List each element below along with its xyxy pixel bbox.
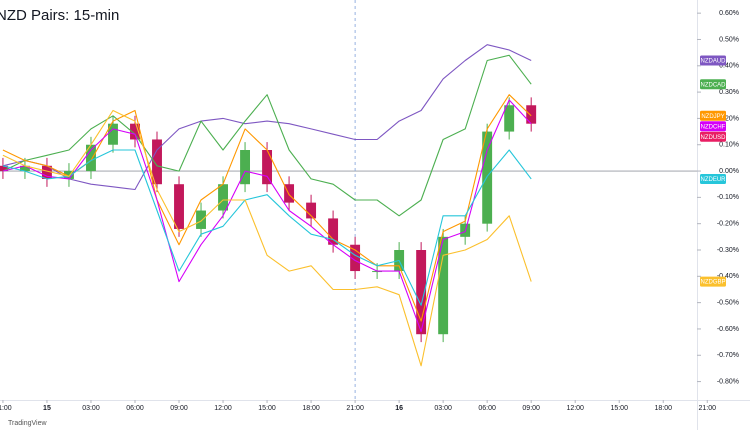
y-tick-label: 0.20% — [719, 115, 739, 122]
legend-label: NZDJPY — [701, 114, 724, 120]
candle-body — [196, 210, 206, 229]
y-tick-label: -0.20% — [717, 221, 739, 228]
candle-body — [240, 150, 251, 185]
series-line — [2, 149, 532, 306]
y-tick-label: 0.30% — [719, 89, 739, 96]
legend-tag — [700, 110, 726, 121]
x-tick-label: 09:00 — [522, 405, 540, 412]
series-line — [2, 99, 532, 333]
series-line — [2, 44, 532, 191]
legend-tag — [700, 276, 726, 287]
y-tick-label: -0.80% — [717, 378, 739, 385]
legend-label: NZDAUD — [701, 59, 727, 65]
y-tick-label: -0.30% — [717, 247, 739, 254]
y-tick-label: 0.50% — [719, 36, 739, 43]
candle-body — [19, 165, 30, 172]
watermark: TradingView — [8, 420, 47, 427]
candle-body — [482, 131, 493, 224]
candle-body — [526, 105, 537, 124]
x-tick-label: 15 — [43, 405, 51, 412]
candle-body — [438, 236, 449, 335]
candle-body — [152, 139, 162, 185]
legend-label: NZDEUR — [701, 177, 727, 183]
chart-title: NZD Pairs: 15-min — [0, 7, 119, 24]
candle-body — [416, 250, 427, 335]
x-tick-label: 16 — [395, 405, 403, 412]
x-tick-label: 15:00 — [610, 405, 628, 412]
candle-body — [42, 165, 52, 179]
legend-label: NZDUSD — [701, 135, 727, 141]
legend-tag — [700, 173, 726, 184]
candle-body — [174, 184, 184, 229]
y-tick-label: -0.10% — [717, 194, 739, 201]
x-tick-label: 15:00 — [258, 405, 276, 412]
candle-body — [328, 218, 339, 245]
candle-body — [262, 150, 273, 185]
y-tick-label: -0.40% — [717, 273, 739, 280]
candle-body — [64, 171, 74, 179]
candle-body — [86, 144, 96, 172]
legend-label: NZDCAD — [701, 82, 727, 88]
legend-tag — [700, 79, 726, 90]
series-line — [2, 54, 532, 217]
legend-label: NZDCHF — [701, 124, 726, 130]
candle-body — [108, 123, 118, 145]
x-tick-label: 09:00 — [170, 405, 188, 412]
series-line — [2, 109, 532, 367]
y-tick-label: -0.70% — [717, 352, 739, 359]
y-tick-label: -0.60% — [717, 326, 739, 333]
candle-body — [218, 184, 228, 211]
candle-body — [306, 202, 317, 219]
x-tick-label: 18:00 — [302, 405, 320, 412]
legend-tag — [700, 55, 726, 66]
candle-body — [350, 244, 361, 272]
y-tick-label: 0.10% — [719, 142, 739, 149]
legend-label: NZDGBP — [700, 280, 725, 286]
candle-body — [130, 123, 140, 140]
x-tick-label: 18:00 — [654, 405, 672, 412]
y-tick-label: -0.50% — [717, 299, 739, 306]
y-tick-label: 0.00% — [719, 168, 739, 175]
legend-tag — [700, 121, 726, 132]
x-tick-label: 12:00 — [214, 405, 232, 412]
y-tick-label: 0.60% — [719, 10, 739, 17]
legend-tag — [700, 131, 726, 142]
x-tick-label: 03:00 — [82, 405, 100, 412]
x-tick-label: 06:00 — [478, 405, 496, 412]
x-tick-label: 06:00 — [126, 405, 144, 412]
x-tick-label: 12:00 — [566, 405, 584, 412]
candle-body — [504, 105, 515, 132]
x-tick-label: 03:00 — [434, 405, 452, 412]
x-tick-label: 21:00 — [0, 405, 12, 412]
x-tick-label: 21:00 — [346, 405, 364, 412]
y-tick-label: 0.40% — [719, 63, 739, 70]
candle-body — [0, 165, 8, 172]
x-tick-label: 21:00 — [699, 405, 717, 412]
